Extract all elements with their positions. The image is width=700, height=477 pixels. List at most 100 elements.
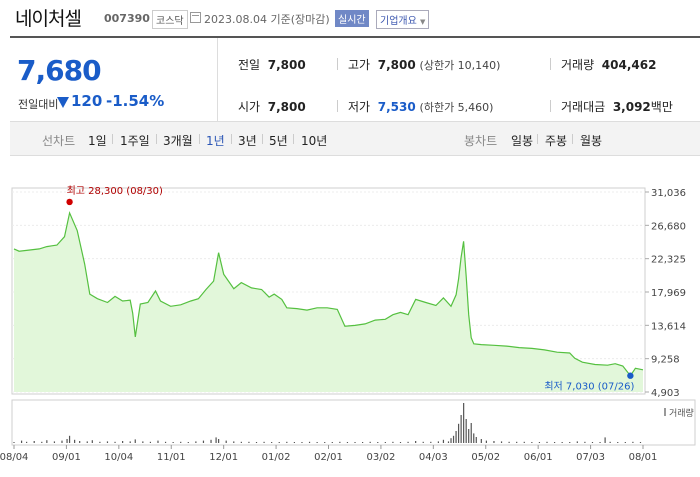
volume-bar	[225, 440, 227, 443]
stock-header: 네이처셀 007390 코스닥 2023.08.04 기준(장마감) 실시간 기…	[0, 0, 700, 36]
candle-daily[interactable]: 일봉	[511, 134, 534, 148]
x-tick-label: 09/01	[52, 452, 81, 463]
high-label: 고가	[348, 58, 371, 72]
volume-bar	[293, 442, 295, 443]
divider	[550, 100, 551, 112]
change-value: 120	[71, 92, 103, 110]
divider	[572, 134, 573, 144]
divider	[231, 134, 232, 144]
period-1d[interactable]: 1일	[88, 134, 107, 148]
volume-bar	[584, 441, 586, 443]
volume-bar	[286, 441, 288, 443]
y-tick-label: 26,680	[651, 221, 686, 232]
period-selector: 선차트 1일 1주일 3개월 1년 3년 5년 10년 봉차트 일봉 주봉 월봉	[10, 122, 700, 156]
x-tick-label: 01/02	[262, 452, 291, 463]
period-10y[interactable]: 10년	[301, 134, 328, 148]
volume-bar	[480, 439, 482, 443]
volume-bar	[202, 440, 205, 443]
x-tick-label: 06/01	[524, 452, 553, 463]
price-line	[13, 210, 644, 377]
volume-bar	[455, 431, 457, 443]
min-point	[627, 372, 634, 379]
volume-bar	[134, 439, 136, 443]
volume-legend-icon	[664, 408, 666, 416]
volume-bar	[452, 435, 455, 443]
x-tick-label: 08/04	[0, 452, 28, 463]
upper-limit: (상한가 10,140)	[419, 59, 501, 72]
x-tick-label: 04/03	[419, 452, 448, 463]
y-tick-label: 31,036	[651, 188, 686, 199]
amount-unit: 백만	[650, 100, 673, 114]
volume-bar	[442, 439, 445, 443]
volume-area	[11, 399, 696, 446]
volume-bar	[369, 441, 371, 443]
volume-bar	[195, 441, 197, 443]
volume-bar	[324, 442, 326, 443]
volume-bar	[248, 441, 250, 443]
candle-weekly[interactable]: 주봉	[545, 134, 568, 148]
volume-bar	[516, 441, 518, 443]
volume-label: 거래량	[561, 58, 595, 72]
volume-bar	[129, 441, 131, 443]
low-label: 저가	[348, 100, 371, 114]
volume-bar	[13, 442, 15, 443]
x-tick-label: 10/04	[104, 452, 133, 463]
volume-bar	[609, 441, 611, 443]
volume-bar	[331, 442, 333, 443]
volume-bar	[447, 441, 450, 443]
volume-bar	[301, 442, 303, 443]
volume-bar	[46, 440, 48, 443]
volume-bar	[632, 441, 634, 443]
volume-bar	[149, 441, 152, 443]
period-1y[interactable]: 1년	[206, 134, 225, 148]
volume-bar	[362, 442, 364, 443]
volume-bar	[399, 442, 402, 443]
volume-bar	[164, 441, 167, 443]
volume-bar	[91, 440, 93, 443]
company-info-button[interactable]: 기업개요 ▼	[376, 10, 430, 29]
max-point	[66, 198, 73, 206]
volume-bar	[354, 442, 356, 443]
volume-bar	[122, 441, 124, 443]
period-3m[interactable]: 3개월	[163, 134, 193, 148]
volume-bar	[240, 441, 242, 443]
volume-bar	[233, 441, 235, 443]
volume-bar	[316, 442, 318, 443]
price-chart[interactable]: 31,036 26,680 22,325 17,969 13,614 9,258 4,903…	[0, 160, 700, 477]
y-tick-label: 13,614	[651, 321, 686, 332]
divider	[293, 134, 294, 144]
candle-chart-label: 봉차트	[464, 134, 498, 148]
volume-bar	[508, 441, 510, 443]
y-tick-label: 4,903	[651, 388, 680, 399]
x-tick-label: 12/01	[209, 452, 238, 463]
volume-bar	[460, 415, 462, 443]
volume-bar	[68, 435, 71, 443]
x-tick-label: 08/01	[629, 452, 658, 463]
volume-bar	[41, 441, 43, 443]
y-axis-ticks: 31,036 26,680 22,325 17,969 13,614 9,258 4,903	[645, 188, 686, 399]
period-1w[interactable]: 1주일	[120, 134, 150, 148]
volume-bar	[86, 441, 88, 443]
period-3y[interactable]: 3년	[238, 134, 257, 148]
company-info-label: 기업개요	[380, 16, 417, 27]
volume-bar	[33, 441, 35, 443]
volume-bar	[172, 442, 174, 443]
realtime-badge[interactable]: 실시간	[335, 10, 369, 27]
divider	[537, 134, 538, 144]
volume-bar	[215, 437, 217, 443]
y-tick-label: 17,969	[651, 288, 686, 299]
volume-bar	[308, 441, 311, 443]
down-triangle-icon	[57, 97, 69, 108]
candle-monthly[interactable]: 월봉	[580, 134, 603, 148]
period-5y[interactable]: 5년	[269, 134, 288, 148]
volume-bar	[531, 442, 533, 443]
prev-close-value: 7,800	[267, 58, 306, 72]
volume-bar	[463, 403, 465, 443]
chevron-down-icon: ▼	[420, 18, 426, 26]
volume-bar	[591, 442, 594, 443]
volume-bar	[66, 439, 68, 443]
stock-code: 007390	[104, 12, 150, 25]
volume-bar	[263, 441, 265, 443]
volume-bar	[422, 441, 424, 443]
volume-bar	[210, 439, 212, 443]
